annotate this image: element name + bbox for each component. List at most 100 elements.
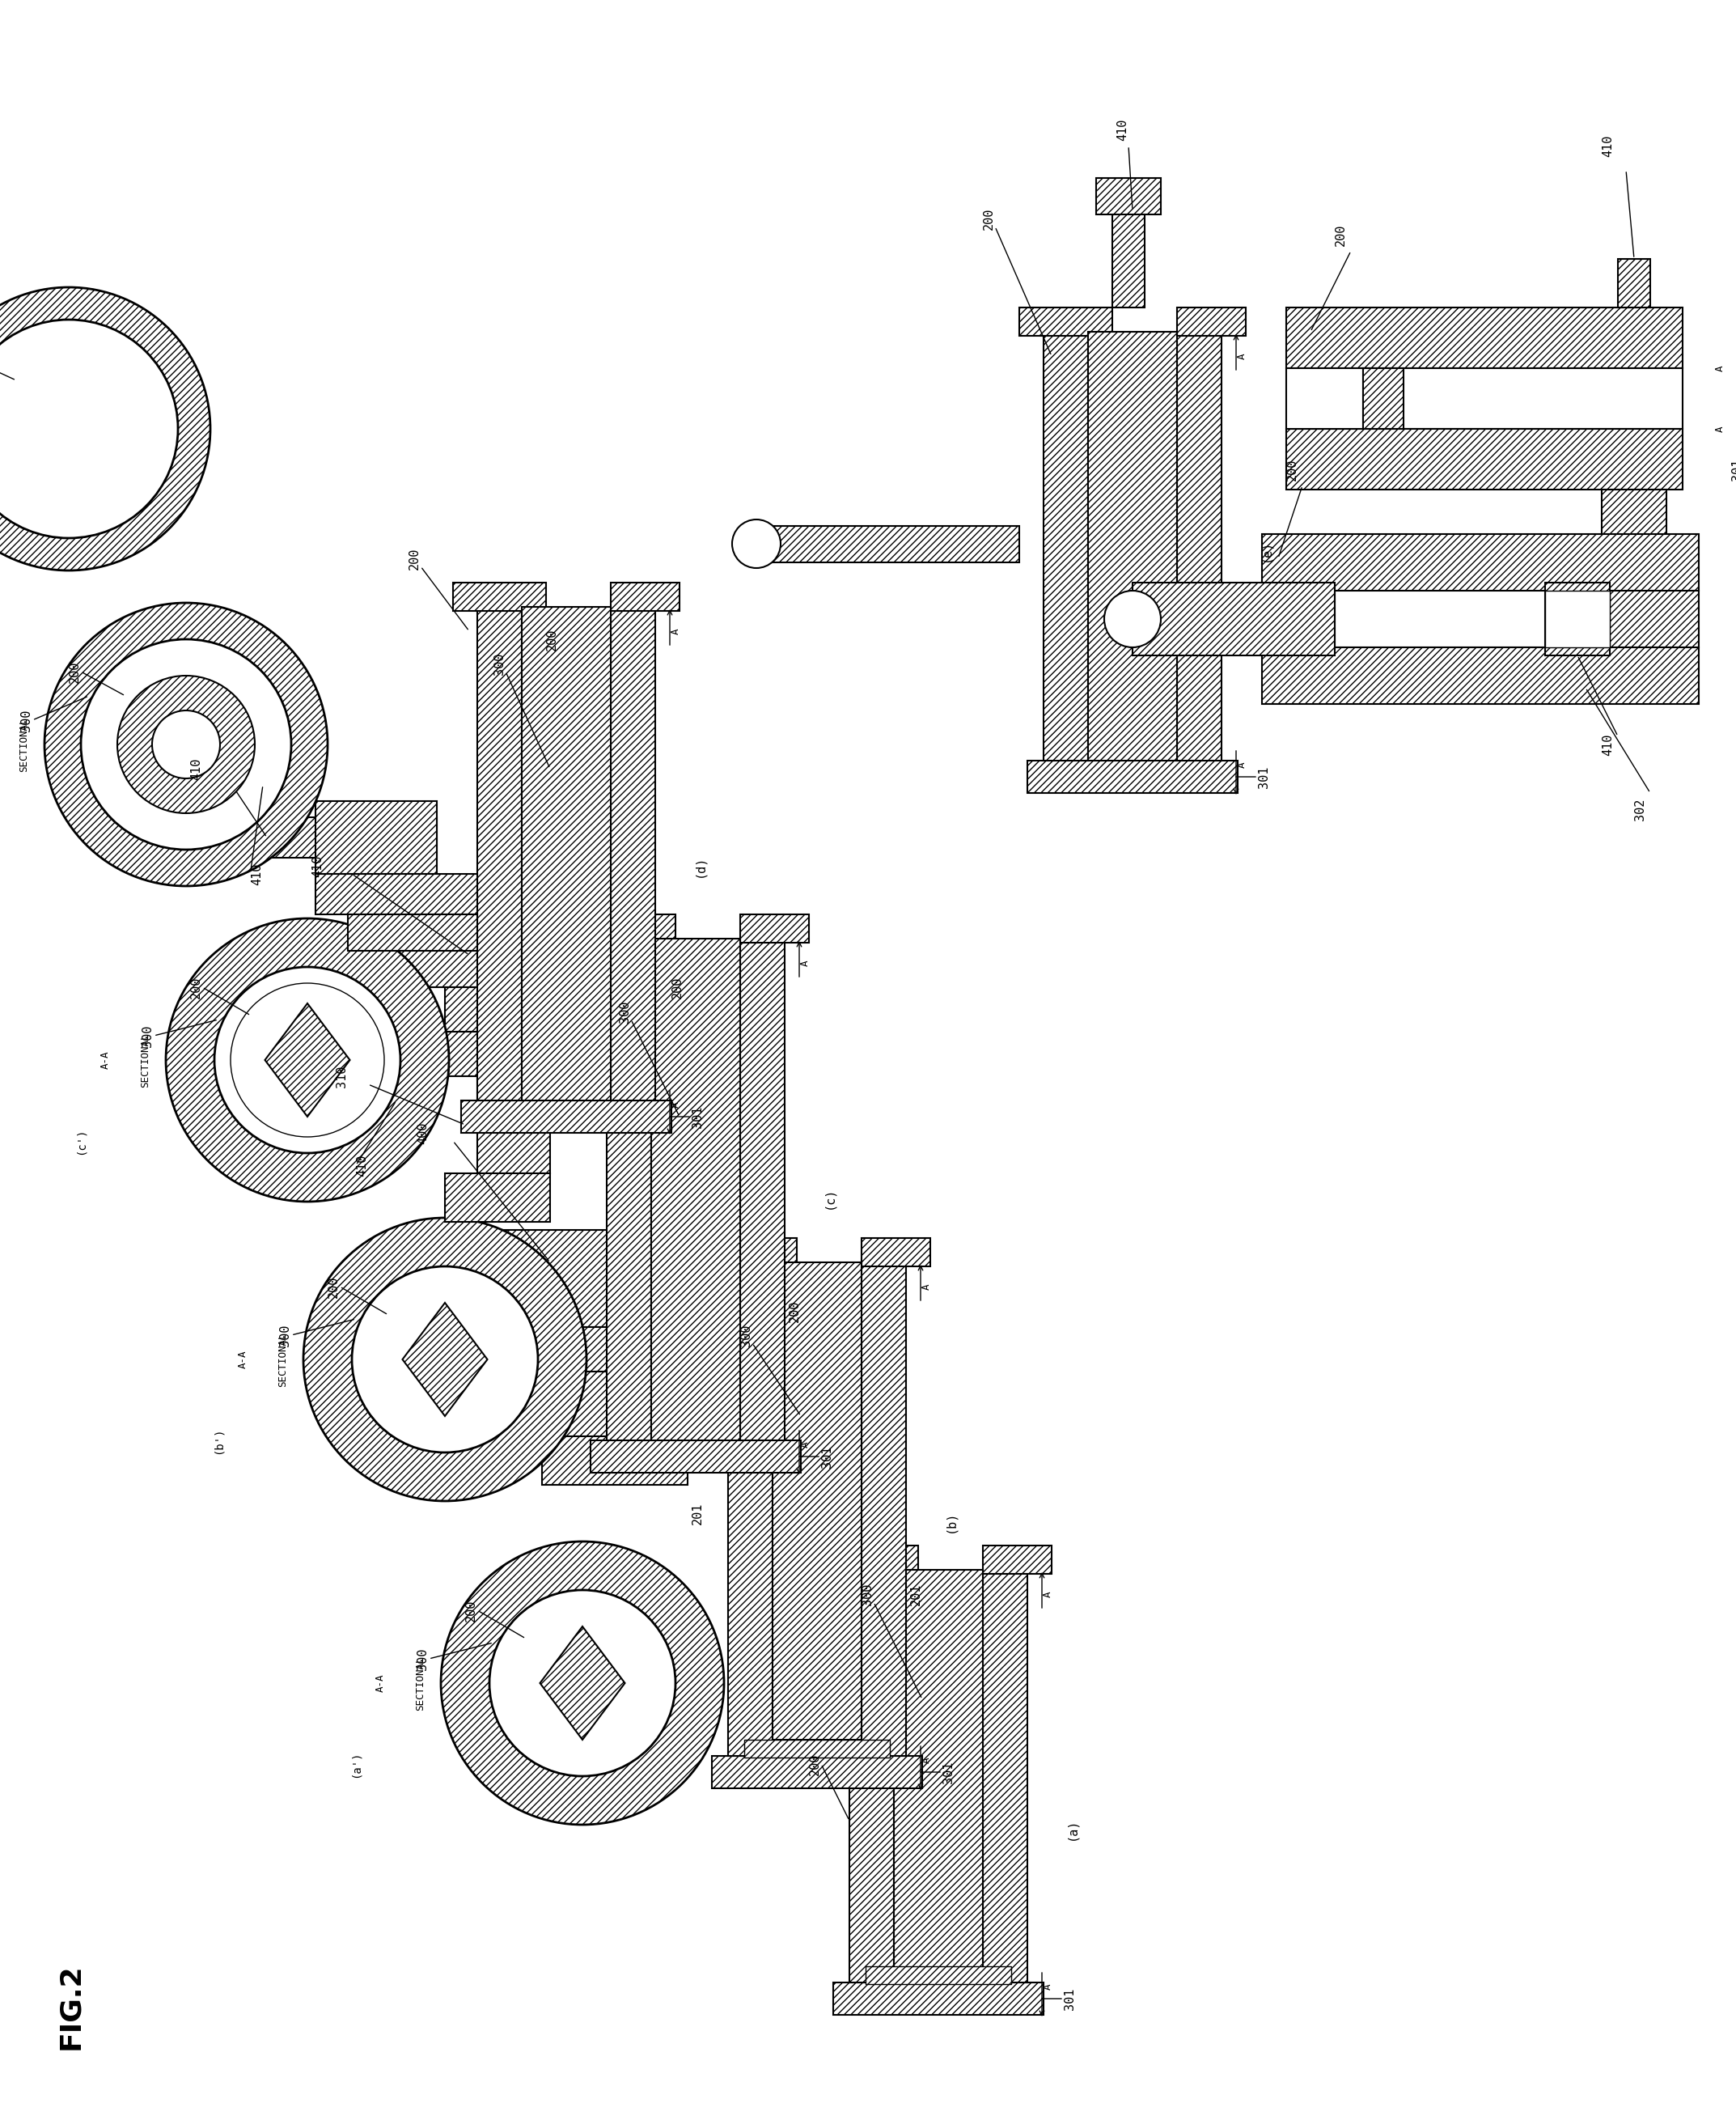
Bar: [983, 1570, 1028, 1983]
Text: (e): (e): [1260, 540, 1272, 561]
Text: A: A: [800, 961, 811, 967]
Bar: [740, 940, 785, 1441]
Bar: [745, 1739, 891, 1758]
Bar: [477, 607, 523, 1100]
Text: 400: 400: [417, 1121, 429, 1145]
Text: 200: 200: [1335, 224, 1347, 245]
Bar: [316, 874, 477, 914]
Bar: [462, 1100, 672, 1132]
Text: 410: 410: [1116, 118, 1128, 140]
Circle shape: [153, 711, 220, 779]
Text: A: A: [800, 1441, 811, 1447]
Bar: [712, 1756, 922, 1788]
Bar: [444, 988, 550, 1033]
Bar: [1113, 209, 1144, 307]
Text: SECTIONAL: SECTIONAL: [19, 717, 30, 772]
Bar: [1095, 178, 1161, 214]
Text: SECTIONAL: SECTIONAL: [415, 1657, 425, 1710]
Bar: [1286, 430, 1682, 489]
Circle shape: [441, 1540, 724, 1824]
Circle shape: [45, 603, 328, 887]
Bar: [462, 1327, 769, 1371]
Circle shape: [214, 967, 401, 1153]
Text: 302: 302: [1634, 798, 1646, 821]
Text: A: A: [1236, 762, 1246, 768]
Bar: [523, 607, 611, 1100]
Text: 310: 310: [335, 1064, 347, 1088]
Bar: [727, 1263, 773, 1756]
Bar: [1043, 332, 1088, 760]
Bar: [1602, 489, 1667, 537]
Text: (c'): (c'): [75, 1128, 87, 1155]
Bar: [444, 1033, 550, 1077]
Text: (c): (c): [823, 1187, 835, 1208]
Text: A: A: [1715, 366, 1726, 370]
Circle shape: [490, 1589, 675, 1775]
Text: 200: 200: [328, 1276, 340, 1297]
Bar: [542, 1437, 687, 1485]
Text: A: A: [1236, 353, 1246, 360]
Text: 301: 301: [1731, 459, 1736, 480]
Text: 410: 410: [356, 1153, 368, 1176]
Text: 410: 410: [1602, 734, 1614, 755]
Text: 410: 410: [250, 863, 262, 884]
Text: 301: 301: [691, 1105, 703, 1128]
Text: 200: 200: [69, 660, 82, 683]
Bar: [825, 1545, 918, 1574]
Text: 301: 301: [1259, 766, 1271, 787]
Bar: [502, 1371, 727, 1437]
Text: 300: 300: [279, 1325, 292, 1346]
Bar: [389, 931, 550, 988]
Bar: [1359, 368, 1682, 430]
Bar: [347, 914, 477, 950]
Bar: [849, 1570, 894, 1983]
Text: A: A: [670, 628, 681, 635]
Text: 200: 200: [809, 1752, 821, 1775]
Text: 300: 300: [493, 652, 505, 675]
Bar: [1019, 307, 1113, 336]
Bar: [1177, 332, 1222, 760]
Text: 200: 200: [1286, 459, 1299, 480]
Bar: [611, 582, 679, 612]
Circle shape: [733, 521, 781, 567]
Bar: [1177, 307, 1246, 336]
Text: 200: 200: [788, 1299, 800, 1322]
Bar: [866, 1966, 1010, 1985]
Bar: [1609, 590, 1700, 647]
Text: (b'): (b'): [214, 1426, 224, 1454]
Bar: [760, 527, 1019, 563]
Bar: [611, 607, 654, 1100]
Polygon shape: [540, 1627, 625, 1739]
Bar: [1132, 582, 1335, 656]
Circle shape: [167, 918, 450, 1202]
Bar: [773, 1263, 861, 1739]
Bar: [651, 940, 740, 1441]
Text: 301: 301: [1064, 1987, 1076, 2010]
Text: A-A: A-A: [375, 1674, 385, 1693]
Bar: [1545, 590, 1609, 647]
Text: 300: 300: [142, 1024, 155, 1047]
Circle shape: [304, 1219, 587, 1500]
Text: 200: 200: [191, 975, 201, 999]
Text: 200: 200: [465, 1600, 477, 1621]
Text: A-A: A-A: [238, 1350, 248, 1369]
Text: SECTIONAL: SECTIONAL: [278, 1333, 288, 1386]
Bar: [606, 940, 651, 1441]
Polygon shape: [266, 1003, 351, 1117]
Text: 200: 200: [983, 207, 995, 229]
Bar: [1262, 647, 1700, 705]
Text: FIG.2: FIG.2: [57, 1964, 83, 2050]
Text: 300: 300: [861, 1583, 873, 1606]
Text: (d): (d): [694, 855, 707, 876]
Bar: [740, 914, 809, 944]
Text: A-A: A-A: [101, 1052, 111, 1069]
Bar: [1088, 332, 1177, 760]
Circle shape: [231, 984, 384, 1136]
Text: 201: 201: [910, 1583, 922, 1606]
Bar: [894, 1570, 983, 1983]
Text: 300: 300: [618, 1001, 630, 1022]
Bar: [1618, 258, 1651, 307]
Text: 410: 410: [191, 758, 201, 781]
Polygon shape: [403, 1303, 488, 1416]
Text: (a): (a): [1066, 1818, 1078, 1839]
